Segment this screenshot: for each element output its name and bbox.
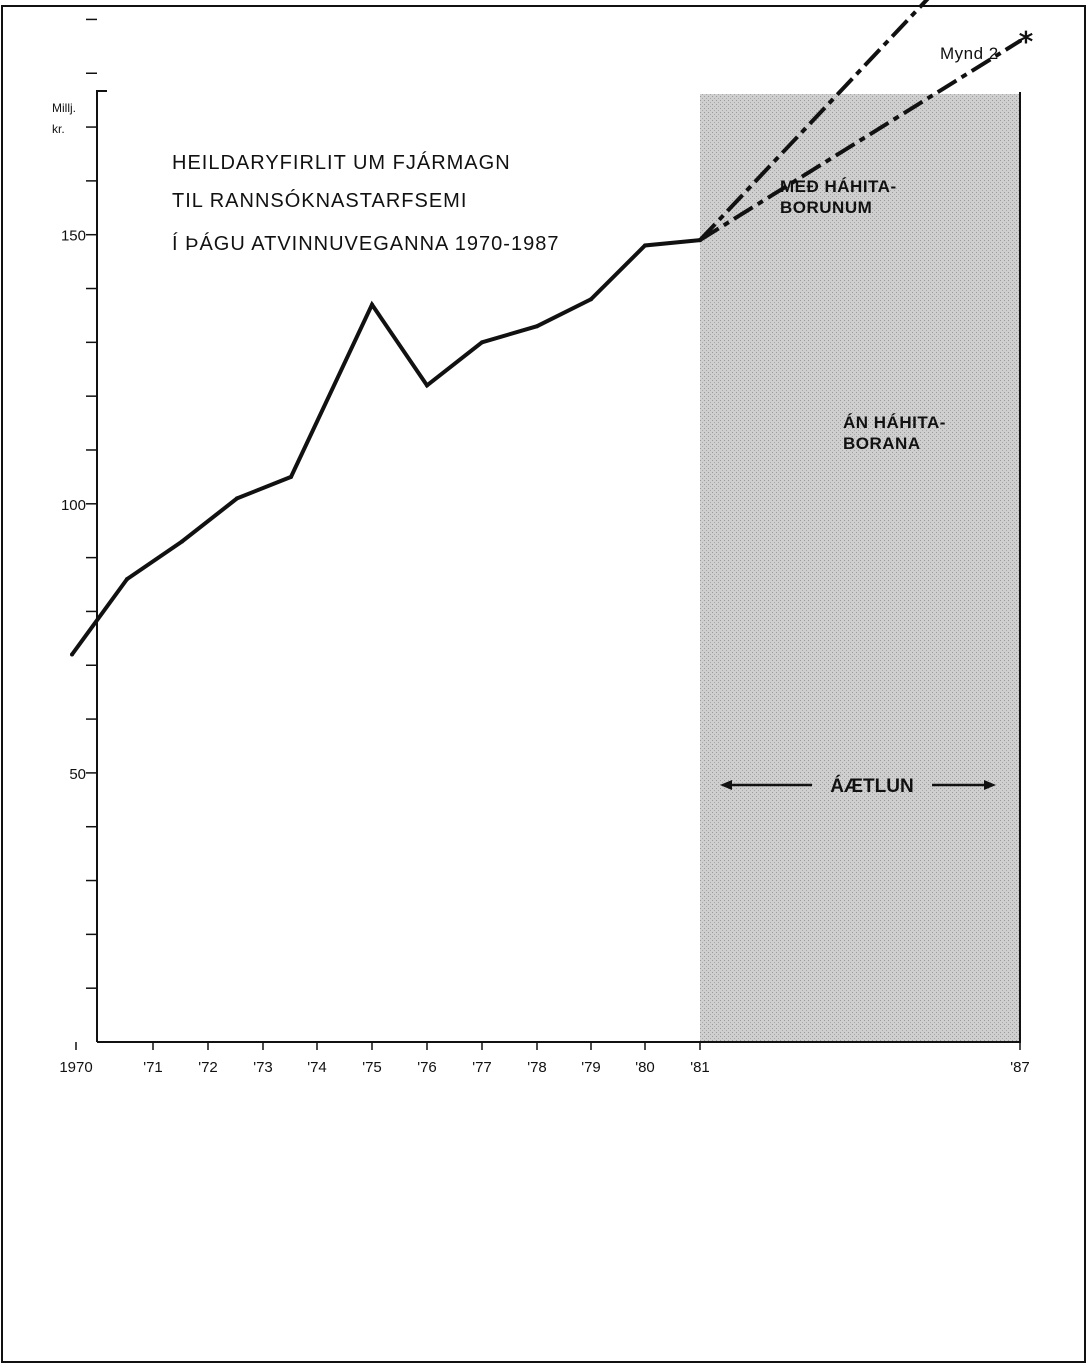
x-tick-label: '79 <box>581 1059 601 1076</box>
x-tick-label: '76 <box>417 1059 437 1076</box>
chart-title-line-3: Í ÞÁGU ATVINNUVEGANNA 1970-1987 <box>172 233 560 255</box>
an-hahita-label-line-1: ÁN HÁHITA- <box>843 413 946 432</box>
data-point <box>1018 38 1022 43</box>
chart-title-line-1: HEILDARYFIRLIT UM FJÁRMAGN <box>172 152 511 174</box>
data-point <box>425 383 429 388</box>
data-point <box>125 577 129 582</box>
figure-border <box>1 5 1086 1363</box>
x-tick-label: '77 <box>472 1059 492 1076</box>
forecast-arrow-right-head <box>984 780 996 790</box>
data-point <box>289 474 293 479</box>
an-hahita-label-line-2: BORANA <box>843 434 921 453</box>
y-tick-label: 50 <box>69 766 86 783</box>
data-point <box>180 539 184 544</box>
data-point <box>535 324 539 329</box>
chart-title-line-2: TIL RANNSÓKNASTARFSEMI <box>172 190 468 212</box>
x-tick-label: '87 <box>1010 1059 1030 1076</box>
forecast-label: ÁÆTLUN <box>830 775 913 797</box>
data-point <box>589 297 593 302</box>
x-tick-label: '78 <box>527 1059 547 1076</box>
forecast-arrow-left-head <box>720 780 732 790</box>
x-tick-label: '73 <box>253 1059 273 1076</box>
x-tick-label: '81 <box>690 1059 710 1076</box>
x-tick-label: '71 <box>143 1059 163 1076</box>
data-point <box>698 238 702 243</box>
y-axis-unit-line-1: Millj. <box>52 101 76 115</box>
endpoint-star-marker: * <box>1019 25 1034 58</box>
data-point <box>70 652 74 657</box>
data-point <box>480 340 484 345</box>
x-tick-label: '72 <box>198 1059 218 1076</box>
x-tick-label: '75 <box>362 1059 382 1076</box>
y-axis-unit-line-2: kr. <box>52 122 65 136</box>
x-tick-label: 1970 <box>59 1059 92 1076</box>
data-point <box>370 302 374 307</box>
x-tick-label: '80 <box>635 1059 655 1076</box>
x-tick-label: '74 <box>307 1059 327 1076</box>
med-hahita-label-line-2: BORUNUM <box>780 198 872 217</box>
data-point <box>235 496 239 501</box>
y-tick-label: 150 <box>61 228 86 245</box>
forecast-shaded-region <box>700 94 1020 1042</box>
data-point <box>643 243 647 248</box>
series-line-2 <box>698 0 930 242</box>
series-line-3 <box>698 39 1022 242</box>
med-hahita-label-line-1: MEÐ HÁHITA- <box>780 177 897 196</box>
y-tick-label: 100 <box>61 497 86 514</box>
series-line-1 <box>70 238 701 656</box>
figure-number-label: Mynd 2 <box>940 44 999 63</box>
